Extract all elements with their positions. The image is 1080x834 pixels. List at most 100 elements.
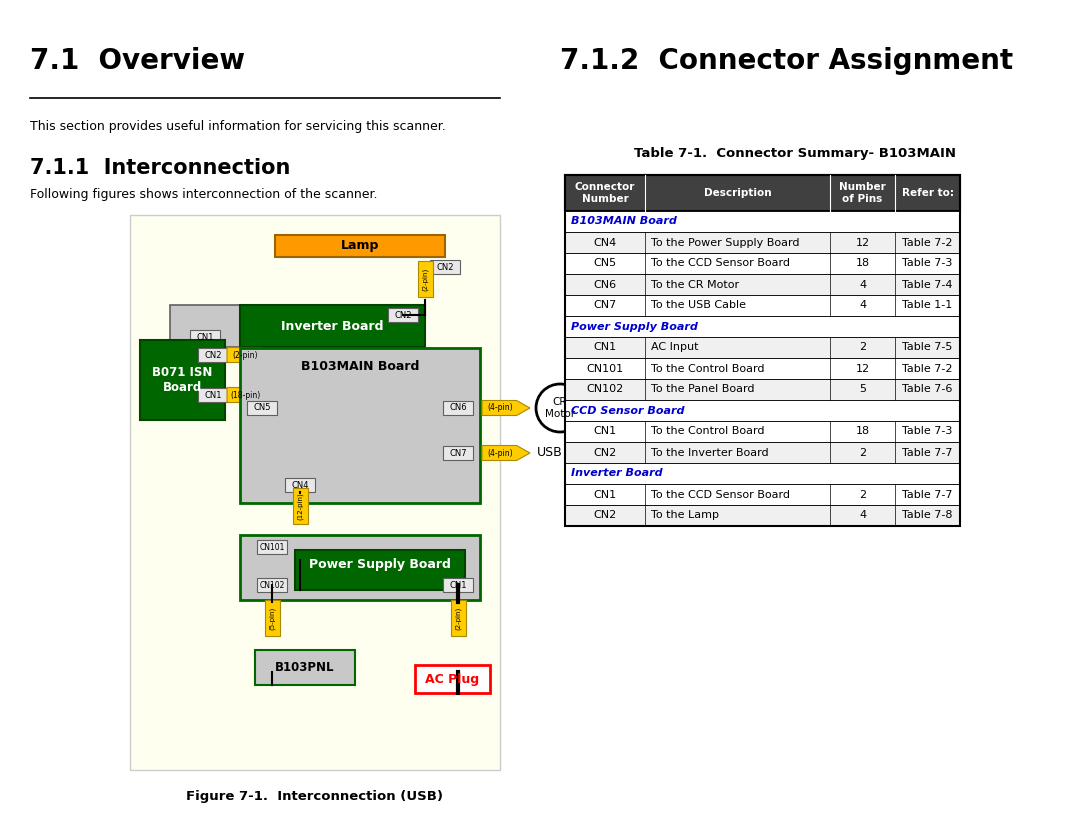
Text: To the Panel Board: To the Panel Board: [651, 384, 755, 394]
Text: CN102: CN102: [259, 580, 285, 590]
Text: This section provides useful information for servicing this scanner.: This section provides useful information…: [30, 120, 446, 133]
Text: AC Plug: AC Plug: [426, 672, 480, 686]
Text: 12: 12: [855, 364, 869, 374]
FancyBboxPatch shape: [565, 400, 960, 421]
Text: Number
of Pins: Number of Pins: [839, 182, 886, 203]
FancyBboxPatch shape: [295, 550, 465, 590]
Text: CN4: CN4: [593, 238, 617, 248]
Text: CN2: CN2: [593, 448, 617, 458]
Text: To the CCD Sensor Board: To the CCD Sensor Board: [651, 259, 789, 269]
Text: (2-pin): (2-pin): [232, 350, 258, 359]
Text: B103PNL: B103PNL: [275, 661, 335, 674]
Text: Table 7-6: Table 7-6: [902, 384, 953, 394]
FancyBboxPatch shape: [265, 600, 280, 636]
Text: To the USB Cable: To the USB Cable: [651, 300, 746, 310]
Text: 4: 4: [859, 510, 866, 520]
FancyBboxPatch shape: [450, 600, 465, 636]
Text: Table 7-8: Table 7-8: [902, 510, 953, 520]
Text: To the CR Motor: To the CR Motor: [651, 279, 739, 289]
Text: (2-pin): (2-pin): [455, 606, 461, 630]
FancyBboxPatch shape: [285, 478, 315, 492]
Text: 18: 18: [855, 259, 869, 269]
FancyBboxPatch shape: [275, 235, 445, 257]
Text: CN1: CN1: [204, 390, 221, 399]
Text: Table 7-7: Table 7-7: [902, 448, 953, 458]
Text: Table 7-1.  Connector Summary- B103MAIN: Table 7-1. Connector Summary- B103MAIN: [634, 147, 956, 160]
FancyBboxPatch shape: [240, 348, 480, 503]
Text: CN2: CN2: [204, 350, 221, 359]
Text: To the Inverter Board: To the Inverter Board: [651, 448, 769, 458]
Text: Table 7-2: Table 7-2: [902, 364, 953, 374]
Text: Connector
Number: Connector Number: [575, 182, 635, 203]
Text: 4: 4: [859, 300, 866, 310]
Text: Inverter Board: Inverter Board: [281, 319, 383, 333]
Text: Lamp: Lamp: [341, 239, 379, 253]
FancyBboxPatch shape: [240, 305, 426, 347]
FancyBboxPatch shape: [443, 446, 473, 460]
Text: CR
Motor: CR Motor: [545, 397, 575, 419]
Text: Rev. B: Rev. B: [1024, 8, 1067, 22]
Text: To the Power Supply Board: To the Power Supply Board: [651, 238, 799, 248]
FancyBboxPatch shape: [388, 308, 418, 322]
Text: CCD Sensor Board: CCD Sensor Board: [571, 405, 685, 415]
Text: (5-pin): (5-pin): [269, 606, 275, 630]
FancyBboxPatch shape: [565, 505, 960, 526]
Text: 18: 18: [855, 426, 869, 436]
Text: CN7: CN7: [449, 449, 467, 458]
FancyBboxPatch shape: [170, 305, 426, 347]
Text: CN2: CN2: [593, 510, 617, 520]
Text: (18-pin): (18-pin): [230, 390, 260, 399]
Text: CN4: CN4: [292, 480, 309, 490]
Text: Table 7-3: Table 7-3: [902, 259, 953, 269]
FancyBboxPatch shape: [257, 540, 287, 554]
Text: Table 7-2: Table 7-2: [902, 238, 953, 248]
Polygon shape: [227, 388, 275, 403]
Text: Power Supply Board: Power Supply Board: [571, 321, 698, 331]
FancyBboxPatch shape: [443, 401, 473, 415]
Text: Overview: Overview: [508, 812, 572, 826]
FancyBboxPatch shape: [140, 340, 225, 420]
FancyBboxPatch shape: [565, 379, 960, 400]
FancyBboxPatch shape: [418, 261, 432, 297]
Text: Inverter Board: Inverter Board: [571, 469, 663, 479]
FancyBboxPatch shape: [565, 175, 960, 211]
Text: CN1: CN1: [197, 333, 214, 341]
Text: Refer to:: Refer to:: [902, 188, 954, 198]
FancyBboxPatch shape: [565, 421, 960, 442]
Text: Following figures shows interconnection of the scanner.: Following figures shows interconnection …: [30, 188, 378, 201]
Text: 5: 5: [859, 384, 866, 394]
Text: To the CCD Sensor Board: To the CCD Sensor Board: [651, 490, 789, 500]
FancyBboxPatch shape: [565, 463, 960, 484]
FancyBboxPatch shape: [565, 232, 960, 253]
FancyBboxPatch shape: [565, 253, 960, 274]
FancyBboxPatch shape: [565, 274, 960, 295]
Text: USB: USB: [537, 446, 563, 460]
FancyBboxPatch shape: [247, 401, 276, 415]
Polygon shape: [482, 400, 530, 415]
Text: CN101: CN101: [586, 364, 623, 374]
Text: Description: Description: [704, 188, 771, 198]
Text: CN6: CN6: [593, 279, 617, 289]
FancyBboxPatch shape: [565, 337, 960, 358]
Text: To the Control Board: To the Control Board: [651, 426, 765, 436]
FancyBboxPatch shape: [565, 316, 960, 337]
Text: B071 ISN
Board: B071 ISN Board: [152, 366, 213, 394]
Text: EPSON Perfection 610: EPSON Perfection 610: [13, 8, 168, 22]
Text: 2: 2: [859, 343, 866, 353]
FancyBboxPatch shape: [255, 650, 355, 685]
Text: CN5: CN5: [253, 404, 271, 413]
Text: Figure 7-1.  Interconnection (USB): Figure 7-1. Interconnection (USB): [187, 790, 444, 803]
Text: (12-pin): (12-pin): [297, 492, 303, 520]
Text: Table 7-3: Table 7-3: [902, 426, 953, 436]
Text: (4-pin): (4-pin): [487, 449, 513, 458]
Text: 7.1.1  Interconnection: 7.1.1 Interconnection: [30, 158, 291, 178]
Text: Appendix: Appendix: [13, 812, 79, 826]
Text: To the Lamp: To the Lamp: [651, 510, 719, 520]
Text: (2-pin): (2-pin): [422, 268, 429, 290]
Text: Table 7-5: Table 7-5: [902, 343, 953, 353]
Text: 4: 4: [859, 279, 866, 289]
Text: CN7: CN7: [593, 300, 617, 310]
Text: B103MAIN Board: B103MAIN Board: [571, 217, 677, 227]
Text: 48: 48: [1050, 812, 1067, 826]
Text: Table 7-7: Table 7-7: [902, 490, 953, 500]
